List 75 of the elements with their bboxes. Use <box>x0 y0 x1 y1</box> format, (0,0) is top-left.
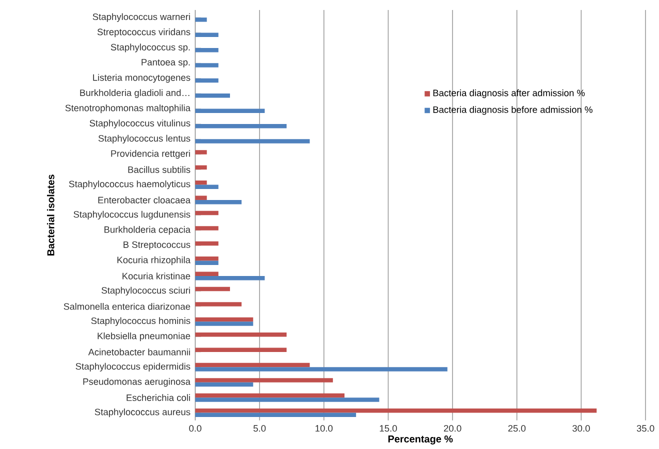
bar <box>195 412 356 418</box>
y-tick-label: Enterobacter cloacaea <box>98 196 191 204</box>
y-tick-label: Pseudomonas aeruginosa <box>83 378 191 387</box>
y-tick-label: Klebsiella pneumoniae <box>98 332 190 342</box>
bar <box>195 272 218 276</box>
y-tick-label: Staphylococcus lugdunensis <box>74 210 190 220</box>
y-tick-label: Kocuria rhizophila <box>117 256 191 266</box>
x-tick-label: 35.0 <box>636 425 654 432</box>
y-tick-label: Providencia rettgeri <box>111 150 190 159</box>
x-tick-label: 5.0 <box>253 425 266 432</box>
bar <box>195 210 218 216</box>
y-tick-label: Kocuria kristinae <box>122 272 190 280</box>
y-tick-label: Staphylococcus aureus <box>94 408 190 418</box>
y-tick-label: Staphylococcus lentus <box>98 134 190 144</box>
y-tick-label: Staphylococcus vitulinus <box>90 120 190 128</box>
bar <box>195 124 287 128</box>
y-tick-label: Burkholderia cepacia <box>104 226 191 235</box>
bar <box>195 150 207 154</box>
y-tick-label: Salmonella enterica diarizonae <box>64 303 190 310</box>
bar <box>195 302 242 306</box>
bar <box>195 196 207 200</box>
bar <box>195 256 218 261</box>
y-tick-label: Streptococcus viridans <box>97 28 190 38</box>
x-tick-label: 0.0 <box>189 425 202 432</box>
bar <box>195 382 254 387</box>
bar <box>195 139 310 144</box>
bar <box>195 362 310 368</box>
x-tick-label: 15.0 <box>380 425 397 432</box>
y-tick-label: Staphylococcus sp. <box>110 44 190 52</box>
bar <box>195 286 230 292</box>
bar <box>195 260 218 266</box>
bar <box>195 276 265 280</box>
bar <box>195 398 380 402</box>
bar <box>195 184 218 190</box>
x-tick-label: 10.0 <box>316 425 333 432</box>
bar <box>195 63 218 68</box>
y-tick-label: Staphylococcus haemolyticus <box>69 180 190 190</box>
y-axis-title: Bacterial isolates <box>46 174 54 256</box>
y-tick-label: Bacillus subtilis <box>128 166 190 174</box>
bar <box>195 48 218 52</box>
bar <box>195 317 254 322</box>
y-tick-label: Listeria monocytogenes <box>93 74 190 83</box>
x-tick-label: 20.0 <box>444 425 462 432</box>
bar <box>195 226 218 230</box>
bar <box>195 165 207 170</box>
x-tick-label: 25.0 <box>508 425 526 432</box>
bar <box>195 332 287 337</box>
bar <box>195 348 287 352</box>
bar <box>195 241 218 246</box>
y-tick-label: Staphylococcus hominis <box>91 317 190 326</box>
y-tick-label: Staphylococcus sciuri <box>102 286 190 296</box>
y-tick-label: Staphylococcus epidermidis <box>76 362 190 372</box>
y-tick-label: Escherichia coli <box>126 394 190 402</box>
bar <box>195 78 218 83</box>
y-tick-label: Staphylococcus warneri <box>92 13 190 22</box>
x-axis-title: Percentage % <box>388 435 453 445</box>
bar <box>195 94 230 98</box>
y-tick-label: B Streptococcus <box>124 241 190 250</box>
bar <box>195 322 254 326</box>
y-tick-label: Burkholderia gladioli and… <box>80 89 190 98</box>
bar <box>195 378 333 382</box>
bar <box>195 32 218 38</box>
bar <box>195 18 207 22</box>
bar <box>195 408 597 413</box>
y-tick-label: Stenotrophomonas maltophilia <box>65 104 191 114</box>
x-tick-label: 30.0 <box>572 425 590 432</box>
y-tick-label: Acinetobacter baumannii <box>88 348 190 356</box>
y-tick-label: Pantoea sp. <box>142 59 190 68</box>
bar <box>195 393 344 398</box>
legend-label: Bacteria diagnosis after admission % <box>433 89 585 98</box>
bar <box>195 180 207 185</box>
bar <box>195 367 448 372</box>
bar <box>195 200 242 204</box>
legend-label: Bacteria diagnosis before admission % <box>433 106 592 115</box>
bar <box>195 108 265 114</box>
